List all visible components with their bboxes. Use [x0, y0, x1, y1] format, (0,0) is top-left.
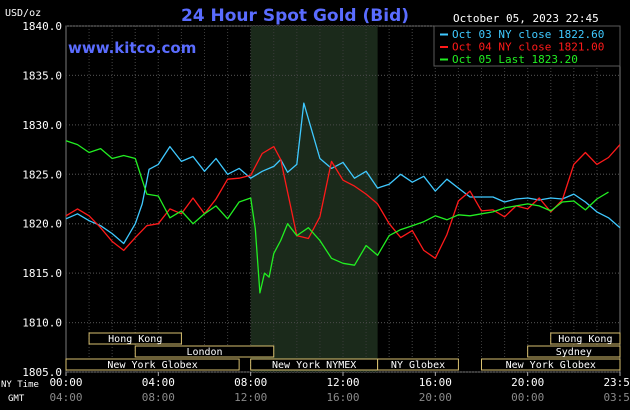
x-tick-label-ny: 08:00 — [234, 376, 267, 389]
ny-time-row-label: NY Time — [1, 380, 39, 390]
x-tick-label-ny: 12:00 — [326, 376, 359, 389]
timestamp: October 05, 2023 22:45 — [453, 12, 599, 25]
x-tick-label-ny: 04:00 — [142, 376, 175, 389]
session-label: New York Globex — [506, 360, 596, 371]
y-tick-label: 1835.0 — [22, 69, 62, 82]
session-label: New York NYMEX — [272, 360, 356, 371]
x-tick-label-gmt: 20:00 — [419, 391, 452, 404]
session-bar — [65, 358, 240, 371]
series-line-2 — [65, 144, 621, 259]
series-line-3 — [65, 140, 609, 294]
x-tick-label-gmt: 12:00 — [234, 391, 267, 404]
x-tick-label-ny: 00:00 — [49, 376, 82, 389]
x-tick-label-gmt: 04:00 — [49, 391, 82, 404]
x-tick-label-ny: 23:59 — [603, 376, 630, 389]
session-bar — [550, 332, 621, 345]
y-axis: 1840.0 1835.0 1830.0 1825.0 1820.0 1815.0 1810… — [22, 20, 62, 379]
kitco-watermark: www.kitco.com — [68, 39, 196, 57]
legend-entry: Oct 04 NY close 1821.00 — [452, 41, 604, 54]
grid-overlay — [66, 25, 620, 373]
session-bar — [527, 345, 621, 358]
x-axis: 00:00 04:00 04:00 08:00 08:00 12:00 12:00 16:00… — [49, 372, 630, 404]
y-tick-label: 1820.0 — [22, 218, 62, 231]
x-tick-label-gmt: 08:00 — [142, 391, 175, 404]
session-label: Hong Kong — [108, 334, 162, 345]
session-label: New York Globex — [107, 360, 197, 371]
trading-sessions: Hong Kong London New York Globex New York N… — [65, 332, 621, 371]
session-bar — [377, 358, 459, 371]
session-bar — [88, 332, 182, 345]
x-tick-label-ny: 20:00 — [511, 376, 544, 389]
chart-title: 24 Hour Spot Gold (Bid) — [181, 6, 409, 26]
gmt-row-label: GMT — [8, 394, 25, 404]
session-bar — [481, 358, 621, 371]
y-axis-label: USD/oz — [5, 8, 41, 19]
session-label: Hong Kong — [558, 334, 612, 345]
nymex-session-shade — [250, 26, 378, 372]
y-tick-label: 1840.0 — [22, 20, 62, 33]
y-tick-label: 1815.0 — [22, 267, 62, 280]
series-line-1 — [65, 102, 621, 245]
y-tick-label: 1805.0 — [22, 366, 62, 379]
legend-box — [433, 25, 621, 67]
session-label: NY Globex — [391, 360, 445, 371]
session-bar — [134, 345, 275, 358]
x-tick-label-gmt: 16:00 — [326, 391, 359, 404]
series-lines — [65, 102, 621, 294]
y-tick-label: 1830.0 — [22, 119, 62, 132]
session-label: London — [186, 347, 222, 358]
x-tick-label-gmt: 03:59 — [603, 391, 630, 404]
session-label: Sydney — [556, 347, 592, 358]
x-tick-label-ny: 16:00 — [419, 376, 452, 389]
x-tick-label-gmt: 00:00 — [511, 391, 544, 404]
y-tick-label: 1810.0 — [22, 317, 62, 330]
y-tick-label: 1825.0 — [22, 168, 62, 181]
legend-entry: Oct 03 NY close 1822.60 — [452, 28, 604, 41]
legend-entry: Oct 05 Last 1823.20 — [452, 53, 578, 66]
